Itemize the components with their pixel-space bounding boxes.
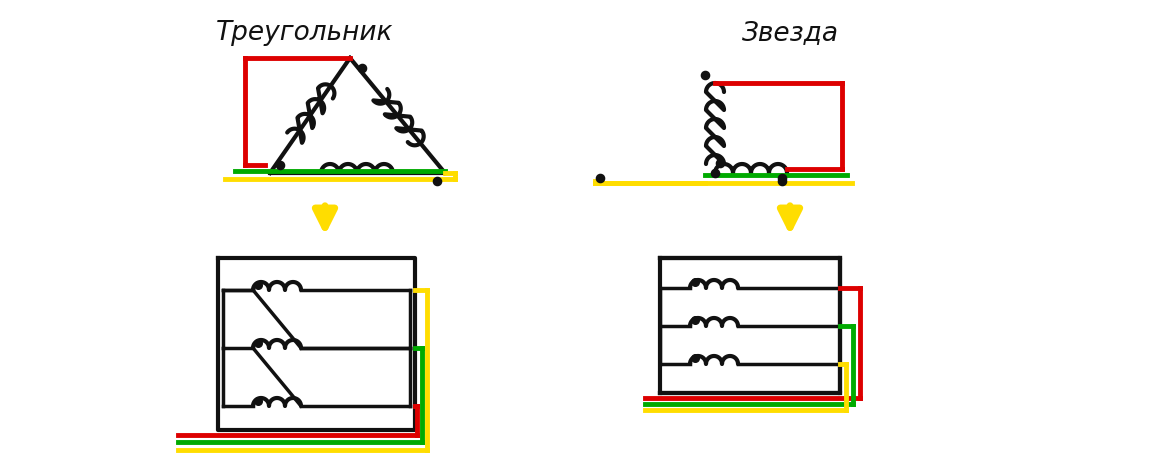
Point [696, 71, 715, 79]
Point [686, 278, 704, 286]
Point [270, 161, 289, 169]
Point [710, 159, 729, 167]
Point [772, 177, 791, 185]
Point [249, 281, 268, 289]
Point [686, 354, 704, 362]
Point [591, 174, 610, 182]
Text: Звезда: Звезда [742, 20, 839, 46]
Text: Треугольник: Треугольник [216, 20, 393, 46]
Point [249, 339, 268, 347]
Point [428, 177, 447, 185]
Point [686, 316, 704, 324]
Point [352, 64, 371, 72]
Point [706, 169, 724, 177]
Point [249, 397, 268, 405]
Point [772, 174, 791, 182]
